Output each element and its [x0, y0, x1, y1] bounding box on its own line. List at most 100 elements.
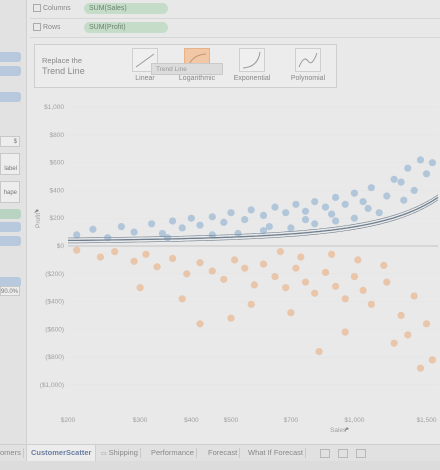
scatter-point[interactable] [227, 314, 235, 322]
scatter-point[interactable] [367, 300, 375, 308]
tab-customerscatter[interactable]: CustomerScatter [26, 445, 97, 461]
scatter-point[interactable] [208, 231, 216, 239]
scatter-point[interactable] [311, 220, 319, 228]
scatter-point[interactable] [397, 178, 405, 186]
field-pill[interactable] [0, 209, 21, 219]
rows-pill-profit[interactable]: SUM(Profit) [84, 22, 168, 33]
scatter-point[interactable] [321, 268, 330, 276]
scatter-point[interactable] [428, 356, 436, 364]
scatter-point[interactable] [350, 189, 358, 197]
scatter-point[interactable] [292, 200, 300, 208]
scatter-point[interactable] [247, 206, 255, 214]
scatter-point[interactable] [259, 211, 268, 219]
scatter-point[interactable] [364, 204, 372, 213]
scatter-point[interactable] [259, 260, 268, 268]
scatter-point[interactable] [153, 263, 161, 271]
scatter-point[interactable] [142, 250, 150, 258]
scatter-point[interactable] [196, 259, 204, 267]
scatter-point[interactable] [410, 292, 418, 300]
scatter-point[interactable] [178, 224, 186, 232]
scatter-point[interactable] [328, 210, 336, 218]
scatter-point[interactable] [311, 289, 319, 297]
scatter-point[interactable] [148, 220, 156, 228]
scatter-point[interactable] [111, 248, 119, 256]
scatter-point[interactable] [130, 257, 138, 265]
pin-icon[interactable] [34, 209, 39, 213]
scatter-point[interactable] [397, 311, 405, 319]
scatter-point[interactable] [341, 200, 349, 208]
scatter-point[interactable] [341, 328, 349, 336]
scatter-point[interactable] [354, 256, 362, 264]
tab-forecast[interactable]: Forecast [208, 445, 241, 461]
scatter-point[interactable] [311, 198, 319, 206]
scatter-point[interactable] [208, 213, 216, 221]
scatter-point[interactable] [96, 253, 104, 261]
new-dashboard-icon[interactable] [338, 449, 348, 458]
scatter-point[interactable] [265, 223, 273, 231]
scatter-point[interactable] [271, 273, 279, 281]
scatter-point[interactable] [130, 228, 138, 236]
scatter-point[interactable] [321, 203, 330, 211]
scatter-point[interactable] [359, 286, 367, 294]
scatter-point[interactable] [250, 281, 258, 289]
scatter-point[interactable] [196, 320, 204, 328]
scatter-point[interactable] [350, 214, 358, 222]
field-pill[interactable] [0, 52, 21, 62]
new-story-icon[interactable] [356, 449, 366, 458]
scatter-point[interactable] [117, 223, 125, 231]
scatter-point[interactable] [169, 254, 177, 263]
scatter-point[interactable] [234, 229, 242, 238]
tab-customers[interactable]: omers [0, 445, 24, 461]
scatter-point[interactable] [73, 246, 81, 254]
scatter-point[interactable] [328, 250, 336, 258]
field-pill[interactable] [0, 66, 21, 76]
trend-option-exponential[interactable]: Exponential [227, 48, 277, 84]
scatter-point[interactable] [383, 192, 391, 200]
scatter-point[interactable] [332, 282, 340, 290]
scatter-point[interactable] [287, 309, 295, 317]
scatter-point[interactable] [350, 273, 358, 281]
scatter-point[interactable] [292, 264, 300, 272]
scatter-point[interactable] [416, 156, 425, 164]
scatter-point[interactable] [287, 224, 295, 232]
field-pill[interactable] [0, 277, 21, 287]
scatter-point[interactable] [241, 216, 249, 224]
scatter-point[interactable] [375, 209, 383, 217]
scatter-point[interactable] [315, 348, 323, 356]
scatter-point[interactable] [404, 331, 412, 339]
scatter-point[interactable] [164, 234, 172, 242]
tab-what-if-forecast[interactable]: What If Forecast [248, 445, 307, 461]
scatter-point[interactable] [359, 198, 367, 206]
scatter-point[interactable] [241, 264, 249, 272]
rows-shelf[interactable]: Rows SUM(Profit) [30, 19, 440, 38]
scatter-point[interactable] [367, 184, 375, 192]
scatter-point[interactable] [332, 193, 340, 201]
scatter-point[interactable] [73, 231, 81, 239]
scatter-point[interactable] [301, 216, 310, 224]
scatter-point[interactable] [390, 175, 398, 183]
scatter-point[interactable] [136, 284, 144, 292]
scatter-point[interactable] [271, 203, 279, 211]
scatter-point[interactable] [383, 278, 391, 286]
scatter-point[interactable] [422, 320, 431, 328]
scatter-point[interactable] [231, 256, 239, 264]
opacity-value[interactable]: 90.0% [0, 286, 20, 296]
trend-option-polynomial[interactable]: Polynomial [283, 48, 333, 84]
scatter-point[interactable] [183, 270, 191, 278]
scatter-point[interactable] [390, 339, 398, 347]
scatter-point[interactable] [400, 196, 408, 204]
scatter-point[interactable] [178, 295, 186, 303]
scatter-point[interactable] [380, 261, 388, 269]
scatter-point[interactable] [282, 209, 290, 217]
scatter-point[interactable] [247, 300, 255, 308]
scatter-point[interactable] [428, 159, 436, 167]
scatter-marks[interactable] [73, 156, 436, 372]
scatter-point[interactable] [220, 275, 228, 283]
field-pill[interactable] [0, 222, 21, 232]
scatter-point[interactable] [332, 217, 340, 225]
scatter-point[interactable] [276, 248, 284, 256]
new-worksheet-icon[interactable] [320, 449, 330, 458]
scatter-chart[interactable]: $1,000 $800 $600 $400 $200 $0 ($200) ($400) ($60… [30, 88, 440, 438]
scatter-point[interactable] [422, 170, 431, 178]
scatter-point[interactable] [158, 229, 166, 238]
